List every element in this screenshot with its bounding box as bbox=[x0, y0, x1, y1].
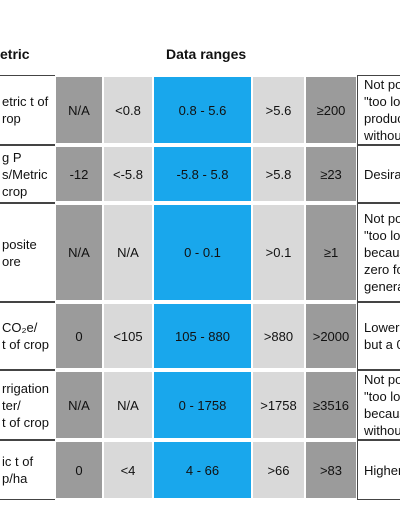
range-cell: 4 - 66 bbox=[153, 440, 252, 500]
range-cell: ≥3516 bbox=[305, 370, 357, 440]
cell-text: rrigation bbox=[2, 380, 49, 396]
range-cell: 0 bbox=[55, 440, 103, 500]
range-cell: >83 bbox=[305, 440, 357, 500]
range-cell: 0 bbox=[55, 302, 103, 370]
notes-cell: Higher bbox=[357, 440, 400, 500]
range-cell: -5.8 - 5.8 bbox=[153, 145, 252, 203]
cell-text: s/Metric bbox=[2, 166, 48, 182]
range-cell: N/A bbox=[103, 370, 153, 440]
cell-text: but a 0 bbox=[364, 337, 400, 352]
metric-cell: ic t of p/ha bbox=[0, 440, 55, 500]
range-cell: >2000 bbox=[305, 302, 357, 370]
cell-text: Desirab bbox=[364, 166, 400, 182]
range-cell: >1758 bbox=[252, 370, 305, 440]
notes-cell: Lower but a 0 bbox=[357, 302, 400, 370]
cell-text: withou bbox=[364, 128, 400, 143]
cell-text: Lower bbox=[364, 320, 400, 335]
cell-text: produc bbox=[364, 111, 400, 126]
cell-text: crop bbox=[2, 183, 28, 199]
notes-cell: Not po "too lo becaus withou bbox=[357, 370, 400, 440]
cell-text: posite bbox=[2, 236, 37, 252]
cell-text: g P bbox=[2, 149, 22, 165]
cell-text: zero fo bbox=[364, 262, 400, 277]
range-cell: <0.8 bbox=[103, 75, 153, 145]
cell-text: ic t of bbox=[2, 454, 34, 469]
range-cell: <4 bbox=[103, 440, 153, 500]
cell-text: genera bbox=[364, 279, 400, 294]
cell-text: etric t of bbox=[2, 94, 49, 109]
range-cell: >66 bbox=[252, 440, 305, 500]
range-cell: ≥1 bbox=[305, 203, 357, 302]
cell-text: t of crop bbox=[2, 337, 49, 352]
range-cell: <105 bbox=[103, 302, 153, 370]
notes-cell: Not po "too lo becaus zero fo genera bbox=[357, 203, 400, 302]
cell-text: withou bbox=[364, 423, 400, 438]
range-cell: 0 - 1758 bbox=[153, 370, 252, 440]
range-cell: 105 - 880 bbox=[153, 302, 252, 370]
cell-text: Higher bbox=[364, 462, 400, 478]
cell-text: p/ha bbox=[2, 471, 28, 486]
range-cell: ≥200 bbox=[305, 75, 357, 145]
range-cell: N/A bbox=[55, 75, 103, 145]
range-cell: >5.8 bbox=[252, 145, 305, 203]
cell-text: "too lo bbox=[364, 94, 400, 109]
notes-cell: Not po "too lo produc withou bbox=[357, 75, 400, 145]
metric-cell: rrigation ter/t of crop bbox=[0, 370, 55, 440]
notes-cell: Desirab bbox=[357, 145, 400, 203]
cell-text: becaus bbox=[364, 245, 400, 260]
range-cell: 0.8 - 5.6 bbox=[153, 75, 252, 145]
cell-text: Not po bbox=[364, 77, 400, 92]
cell-text: "too lo bbox=[364, 228, 400, 243]
range-cell: N/A bbox=[103, 203, 153, 302]
range-cell: -12 bbox=[55, 145, 103, 203]
metric-cell: posite ore bbox=[0, 203, 55, 302]
metric-cell: etric t of rop bbox=[0, 75, 55, 145]
metric-header: etric bbox=[0, 46, 30, 62]
cell-text: ter/ bbox=[2, 397, 21, 413]
range-cell: N/A bbox=[55, 370, 103, 440]
cell-text: "too lo bbox=[364, 389, 400, 404]
range-cell: 0 - 0.1 bbox=[153, 203, 252, 302]
range-cell: >0.1 bbox=[252, 203, 305, 302]
cell-text: ore bbox=[2, 253, 21, 269]
metric-cell: CO₂e/t of crop bbox=[0, 302, 55, 370]
cell-text: t of crop bbox=[2, 414, 49, 430]
range-cell: >5.6 bbox=[252, 75, 305, 145]
range-cell: N/A bbox=[55, 203, 103, 302]
range-cell: >880 bbox=[252, 302, 305, 370]
cell-text: Not po bbox=[364, 211, 400, 226]
cell-text: CO₂e/ bbox=[2, 320, 38, 335]
cell-text: rop bbox=[2, 111, 21, 126]
range-cell: <-5.8 bbox=[103, 145, 153, 203]
cell-text: becaus bbox=[364, 406, 400, 421]
cell-text: Not po bbox=[364, 372, 400, 387]
data-ranges-header: Data ranges bbox=[166, 46, 247, 62]
range-cell: ≥23 bbox=[305, 145, 357, 203]
